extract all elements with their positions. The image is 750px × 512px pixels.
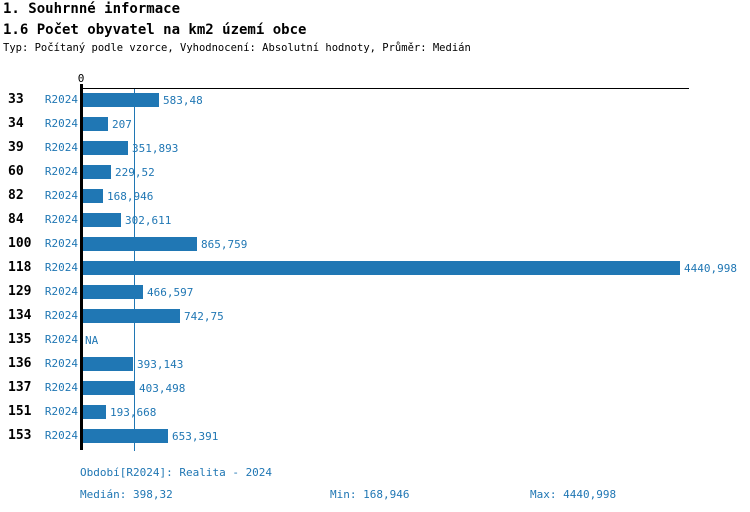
row-code-label: 33 xyxy=(8,92,24,107)
bar xyxy=(80,261,680,275)
row-code-label: 137 xyxy=(8,380,32,395)
row-code-label: 135 xyxy=(8,332,32,347)
row-period-label: R2024 xyxy=(44,117,78,130)
bar xyxy=(80,117,108,131)
row-code-label: 60 xyxy=(8,164,24,179)
bar-value-label: 207 xyxy=(112,118,132,131)
bar-value-label: 351,893 xyxy=(132,142,179,155)
chart-row: 136 R2024 393,143 xyxy=(0,357,750,371)
row-period-label: R2024 xyxy=(44,285,78,298)
bar xyxy=(80,189,103,203)
bar-value-label: 193,668 xyxy=(110,406,157,419)
bar-value-label: 229,52 xyxy=(115,166,155,179)
bar-value-label: 653,391 xyxy=(172,430,219,443)
bar-chart: 0 33 R2024 583,48 34 R2024 207 39 R2024 … xyxy=(0,72,750,451)
chart-row: 153 R2024 653,391 xyxy=(0,429,750,443)
row-period-label: R2024 xyxy=(44,237,78,250)
row-period-label: R2024 xyxy=(44,429,78,442)
chart-title: 1.6 Počet obyvatel na km2 území obce xyxy=(3,22,307,38)
row-period-label: R2024 xyxy=(44,333,78,346)
x-axis-zero-tick-label: 0 xyxy=(77,72,85,85)
bar-value-label: 583,48 xyxy=(163,94,203,107)
bar-value-label: 393,143 xyxy=(137,358,184,371)
bar-value-label: 466,597 xyxy=(147,286,194,299)
bar xyxy=(80,141,128,155)
chart-row: 84 R2024 302,611 xyxy=(0,213,750,227)
row-code-label: 136 xyxy=(8,356,32,371)
bar xyxy=(80,285,143,299)
chart-row: 135 R2024 NA xyxy=(0,332,750,348)
bar xyxy=(80,357,133,371)
row-code-label: 82 xyxy=(8,188,24,203)
chart-row: 82 R2024 168,946 xyxy=(0,189,750,203)
bar xyxy=(80,429,168,443)
row-code-label: 84 xyxy=(8,212,24,227)
bar xyxy=(80,237,197,251)
row-code-label: 100 xyxy=(8,236,32,251)
footer-median-label: Medián: 398,32 xyxy=(80,488,173,501)
footer-max-label: Max: 4440,998 xyxy=(530,488,617,501)
chart-row: 33 R2024 583,48 xyxy=(0,93,750,107)
bar-value-label: 403,498 xyxy=(139,382,186,395)
row-period-label: R2024 xyxy=(44,213,78,226)
bar-value-label: 168,946 xyxy=(107,190,154,203)
bar xyxy=(80,213,121,227)
row-period-label: R2024 xyxy=(44,189,78,202)
row-code-label: 129 xyxy=(8,284,32,299)
row-period-label: R2024 xyxy=(44,309,78,322)
bar xyxy=(80,165,111,179)
y-axis-line xyxy=(80,84,83,450)
chart-row: 39 R2024 351,893 xyxy=(0,141,750,155)
x-axis-line xyxy=(80,88,689,89)
chart-row: 100 R2024 865,759 xyxy=(0,237,750,251)
row-code-label: 153 xyxy=(8,428,32,443)
chart-row: 60 R2024 229,52 xyxy=(0,165,750,179)
row-period-label: R2024 xyxy=(44,405,78,418)
chart-row: 151 R2024 193,668 xyxy=(0,405,750,419)
row-period-label: R2024 xyxy=(44,381,78,394)
bar-value-label: 302,611 xyxy=(125,214,172,227)
chart-row: 134 R2024 742,75 xyxy=(0,309,750,323)
row-code-label: 34 xyxy=(8,116,24,131)
bar xyxy=(80,309,180,323)
row-code-label: 151 xyxy=(8,404,32,419)
footer-min-label: Min: 168,946 xyxy=(330,488,410,501)
row-code-label: 39 xyxy=(8,140,24,155)
row-period-label: R2024 xyxy=(44,141,78,154)
bar-value-label: NA xyxy=(85,334,99,347)
row-code-label: 118 xyxy=(8,260,32,275)
row-period-label: R2024 xyxy=(44,165,78,178)
chart-row: 137 R2024 403,498 xyxy=(0,381,750,395)
footer-period-label: Období[R2024]: Realita - 2024 xyxy=(80,466,273,479)
row-period-label: R2024 xyxy=(44,261,78,274)
chart-row: 34 R2024 207 xyxy=(0,117,750,131)
bar xyxy=(80,381,135,395)
chart-row: 129 R2024 466,597 xyxy=(0,285,750,299)
chart-meta: Typ: Počítaný podle vzorce, Vyhodnocení:… xyxy=(3,42,471,54)
section-title: 1. Souhrnné informace xyxy=(3,1,181,17)
row-period-label: R2024 xyxy=(44,93,78,106)
row-code-label: 134 xyxy=(8,308,32,323)
bar-value-label: 865,759 xyxy=(201,238,248,251)
bar xyxy=(80,93,159,107)
chart-row: 118 R2024 4440,998 xyxy=(0,261,750,275)
row-period-label: R2024 xyxy=(44,357,78,370)
bar-value-label: 742,75 xyxy=(184,310,224,323)
bar xyxy=(80,405,106,419)
bar-value-label: 4440,998 xyxy=(684,262,737,275)
